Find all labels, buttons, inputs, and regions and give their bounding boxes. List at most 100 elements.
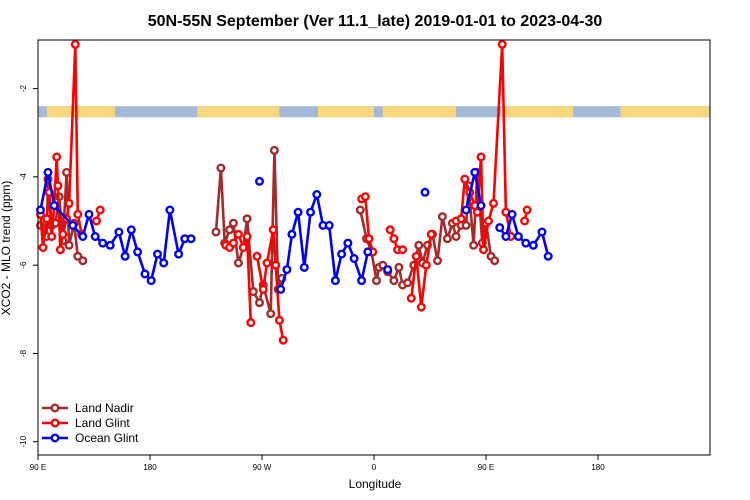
land-band-segment: [46, 106, 116, 118]
data-point-land-glint: [233, 229, 243, 239]
y-tick-label: -4: [19, 173, 28, 181]
data-point-ocean-glint: [476, 201, 486, 211]
data-point-land-glint: [271, 260, 281, 270]
data-point-land-nadir: [211, 227, 221, 237]
data-point-land-glint: [268, 225, 278, 235]
data-point-land-glint: [398, 245, 408, 255]
data-point-ocean-glint: [165, 205, 175, 215]
x-tick-label: 90 W: [253, 463, 272, 472]
x-tick-label: 180: [143, 463, 157, 472]
data-point-ocean-glint: [174, 249, 184, 259]
data-point-ocean-glint: [324, 220, 334, 230]
data-point-land-glint: [426, 229, 436, 239]
legend-marker: [50, 418, 60, 428]
land-band-segment: [500, 106, 574, 118]
data-point-ocean-glint: [470, 167, 480, 177]
data-point-ocean-glint: [186, 234, 196, 244]
data-point-ocean-glint: [306, 207, 316, 217]
data-point-ocean-glint: [495, 223, 505, 233]
data-point-ocean-glint: [133, 247, 143, 257]
data-point-land-glint: [489, 198, 499, 208]
data-point-ocean-glint: [537, 227, 547, 237]
data-point-land-nadir: [433, 256, 443, 266]
data-point-land-nadir: [469, 240, 479, 250]
data-point-ocean-glint: [343, 238, 353, 248]
data-point-land-nadir: [216, 163, 226, 173]
data-point-land-nadir: [242, 214, 252, 224]
data-point-land-glint: [47, 231, 57, 241]
data-point-ocean-glint: [293, 207, 303, 217]
data-point-ocean-glint: [152, 249, 162, 259]
land-band-segment: [197, 106, 280, 118]
data-point-ocean-glint: [528, 240, 538, 250]
data-point-land-nadir: [255, 298, 265, 308]
plot-series: [36, 39, 553, 345]
data-point-land-nadir: [269, 145, 279, 155]
data-point-ocean-glint: [312, 189, 322, 199]
data-point-ocean-glint: [276, 284, 286, 294]
data-point-land-nadir: [414, 240, 424, 250]
series-line-ocean-glint: [279, 193, 370, 290]
data-point-land-glint: [242, 231, 252, 241]
legend-item-land-glint: Land Glint: [42, 416, 130, 430]
data-point-ocean-glint: [282, 265, 292, 275]
data-point-land-glint: [364, 234, 374, 244]
data-point-land-nadir: [437, 212, 447, 222]
data-point-ocean-glint: [140, 269, 150, 279]
land-band-segment: [382, 106, 457, 118]
x-tick-labels: 90 E 180 90 W 0 90 E 180: [30, 463, 605, 472]
legend-item-ocean-glint: Ocean Glint: [42, 431, 139, 445]
data-point-ocean-glint: [420, 187, 430, 197]
data-point-land-nadir: [394, 262, 404, 272]
data-point-land-glint: [55, 245, 65, 255]
data-point-land-nadir: [225, 225, 235, 235]
grid-and-axes: [33, 88, 599, 460]
y-tick-label: -2: [19, 84, 28, 92]
data-point-ocean-glint: [159, 258, 169, 268]
chart-title: 50N-55N September (Ver 11.1_late) 2019-0…: [148, 13, 603, 30]
data-point-ocean-glint: [146, 276, 156, 286]
land-band-segment: [620, 106, 710, 118]
data-point-ocean-glint: [461, 205, 471, 215]
data-point-ocean-glint: [507, 209, 517, 219]
data-point-ocean-glint: [383, 265, 393, 275]
data-point-ocean-glint: [68, 220, 78, 230]
data-point-land-glint: [389, 234, 399, 244]
data-point-land-nadir: [461, 220, 471, 230]
data-point-land-glint: [416, 302, 426, 312]
data-point-land-nadir: [403, 278, 413, 288]
data-point-ocean-glint: [349, 253, 359, 263]
data-point-ocean-glint: [43, 167, 53, 177]
data-point-land-nadir: [78, 256, 88, 266]
data-point-land-glint: [278, 335, 288, 345]
data-point-land-nadir: [233, 258, 243, 268]
x-tick-label: 180: [591, 463, 605, 472]
data-point-ocean-glint: [84, 209, 94, 219]
legend-label: Land Glint: [75, 416, 130, 430]
plot-frame: [37, 39, 711, 456]
x-tick-label: 0: [372, 463, 377, 472]
data-point-ocean-glint: [120, 251, 130, 261]
data-point-ocean-glint: [105, 240, 115, 250]
legend-marker: [50, 403, 60, 413]
data-point-ocean-glint: [337, 249, 347, 259]
data-point-land-glint: [484, 216, 494, 226]
data-point-ocean-glint: [36, 205, 46, 215]
data-point-land-glint: [73, 209, 83, 219]
data-point-ocean-glint: [287, 229, 297, 239]
data-point-land-nadir: [248, 287, 258, 297]
data-point-land-glint: [58, 229, 68, 239]
data-point-ocean-glint: [126, 225, 136, 235]
data-point-land-glint: [421, 260, 431, 270]
data-point-ocean-glint: [543, 251, 553, 261]
data-point-land-glint: [258, 284, 268, 294]
legend-label: Land Nadir: [75, 401, 134, 415]
data-point-land-glint: [238, 242, 248, 252]
data-point-land-nadir: [442, 234, 452, 244]
x-axis-label: Longitude: [349, 477, 402, 491]
x-tick-label: 90 E: [30, 463, 46, 472]
y-tick-labels: -2 -4 -6 -8 -10: [19, 84, 28, 447]
data-point-ocean-glint: [299, 262, 309, 272]
